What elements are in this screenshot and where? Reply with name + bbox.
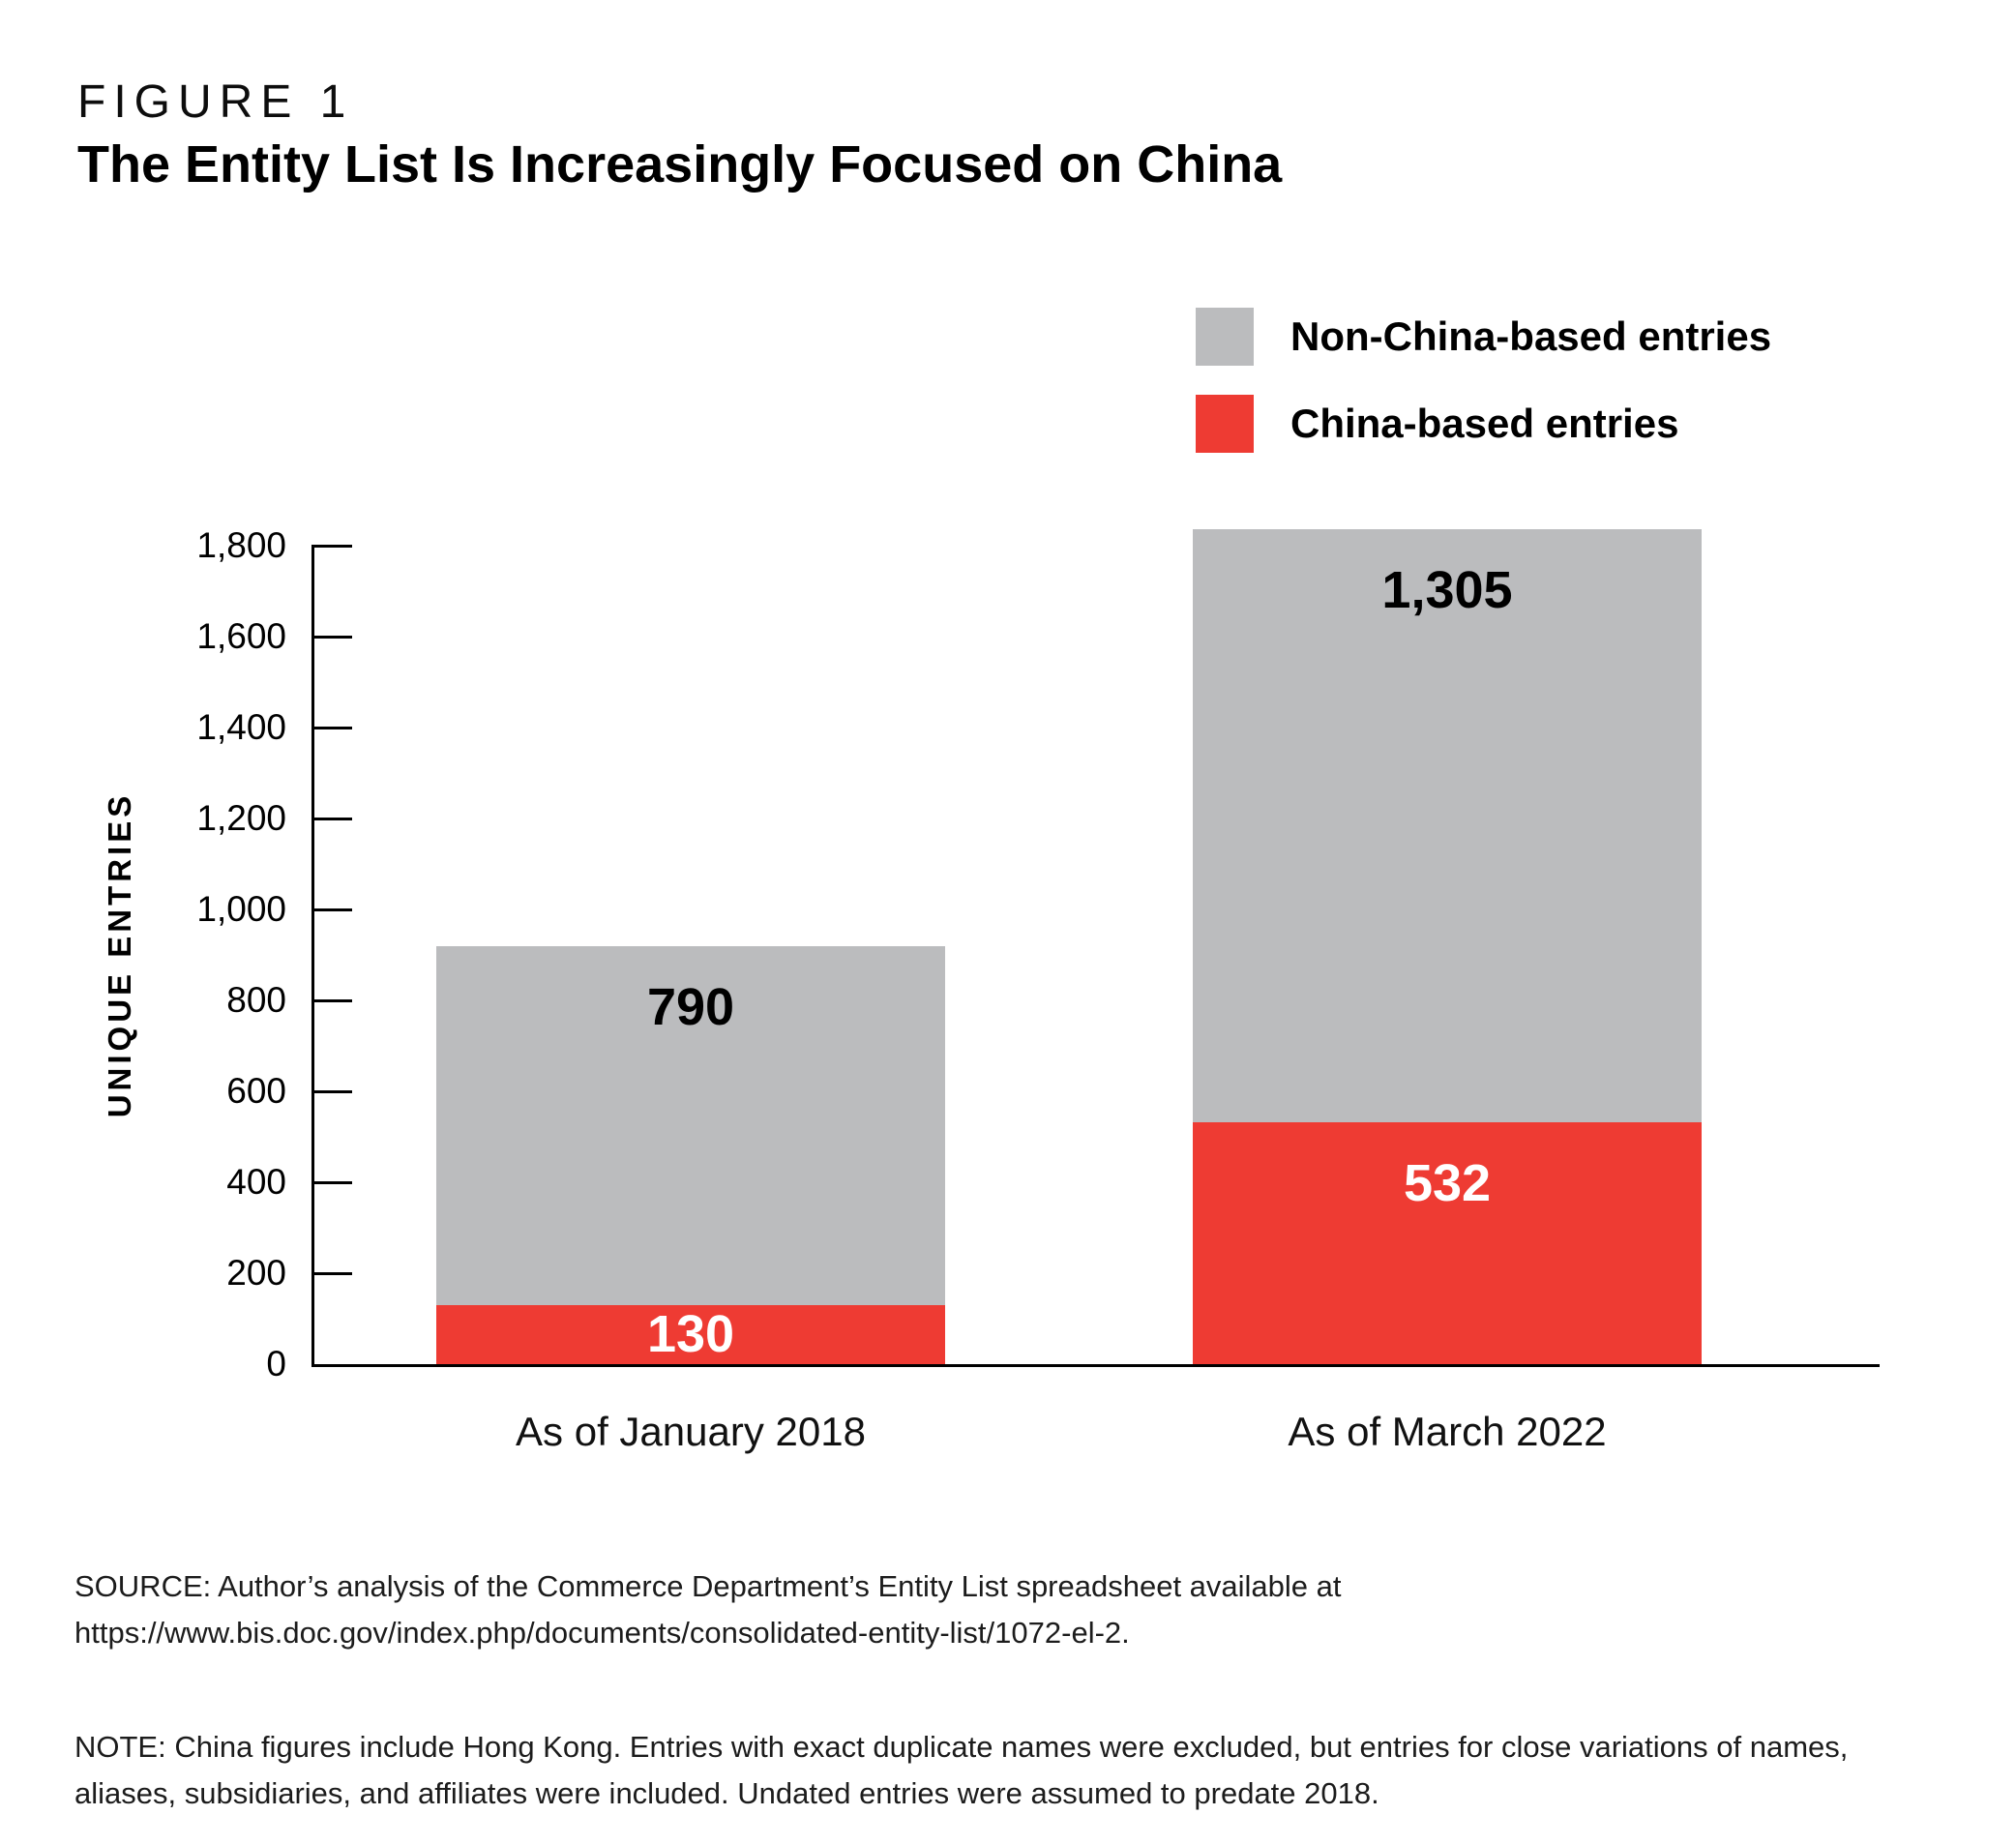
y-tick-line <box>311 817 352 820</box>
legend-swatch-china <box>1196 395 1254 453</box>
y-tick-line <box>311 1180 352 1184</box>
legend-swatch-non-china <box>1196 308 1254 366</box>
x-category-label: As of January 2018 <box>516 1409 866 1454</box>
bar-value-label: 790 <box>646 977 735 1036</box>
y-tick-label: 0 <box>266 1344 286 1384</box>
y-tick-label: 1,200 <box>196 798 286 838</box>
y-tick-line <box>311 544 352 548</box>
figure-title: The Entity List Is Increasingly Focused … <box>77 135 1283 193</box>
legend-label-non-china: Non-China-based entries <box>1290 313 1772 359</box>
y-tick-label: 1,000 <box>196 889 286 929</box>
figure-kicker: FIGURE 1 <box>77 76 354 128</box>
bar-segment-china: 130 <box>436 1304 945 1364</box>
y-tick-label: 1,800 <box>196 525 286 565</box>
y-tick-line <box>311 998 352 1002</box>
bar-value-label: 532 <box>1403 1153 1492 1212</box>
legend-item-non-china: Non-China-based entries <box>1196 308 1771 366</box>
chart-legend: Non-China-based entries China-based entr… <box>1196 308 1771 482</box>
y-tick-label: 1,600 <box>196 616 286 656</box>
source-text: SOURCE: Author’s analysis of the Commerc… <box>74 1569 1342 1650</box>
stacked-bar-chart: UNIQUE ENTRIES 0 200 400 600 800 1,000 1,200 1,… <box>102 525 1880 1454</box>
y-tick-label: 200 <box>226 1253 286 1293</box>
bar-segment-china: 532 <box>1193 1121 1702 1364</box>
y-tick-line <box>311 1271 352 1275</box>
y-tick-line <box>311 908 352 911</box>
x-category-label: As of March 2022 <box>1288 1409 1607 1454</box>
legend-label-china: China-based entries <box>1290 401 1679 446</box>
note-text: NOTE: China figures include Hong Kong. E… <box>74 1730 1849 1810</box>
bar-value-label: 1,305 <box>1381 560 1513 619</box>
y-tick-label: 600 <box>226 1071 286 1111</box>
y-tick-label: 400 <box>226 1162 286 1202</box>
y-axis-title: UNIQUE ENTRIES <box>102 791 137 1118</box>
y-tick-line <box>311 635 352 639</box>
legend-item-china: China-based entries <box>1196 395 1771 453</box>
y-tick-line <box>311 726 352 729</box>
y-tick-label: 1,400 <box>196 707 286 747</box>
y-tick-label: 800 <box>226 980 286 1020</box>
bar-value-label: 130 <box>646 1305 735 1364</box>
bar-segment-non-china: 1,305 <box>1193 528 1702 1122</box>
x-axis-line <box>311 1364 1880 1367</box>
bar-segment-non-china: 790 <box>436 945 945 1305</box>
y-tick-line <box>311 1089 352 1093</box>
y-axis-line <box>311 546 314 1367</box>
